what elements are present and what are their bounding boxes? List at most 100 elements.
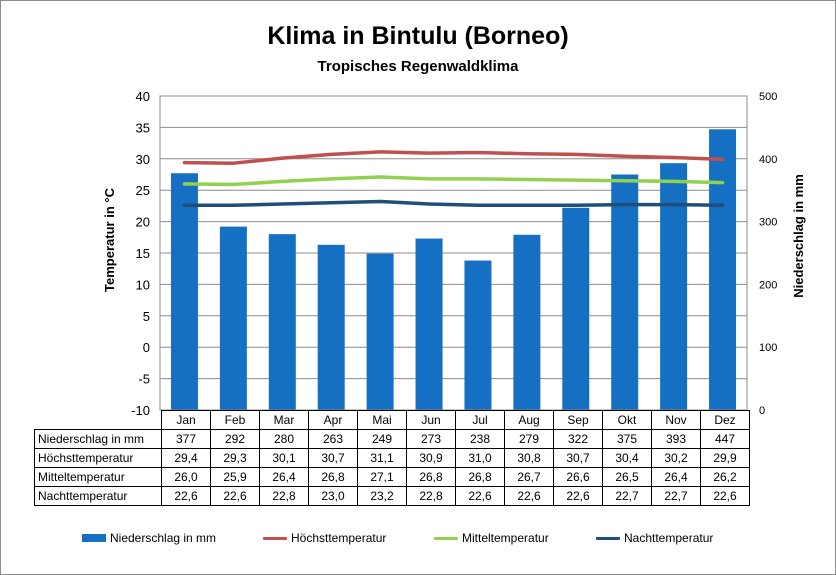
x-tick-label: Okt [602, 410, 652, 430]
row-label: Mitteltemperatur [34, 467, 162, 487]
y2-tick-label: 500 [759, 91, 777, 103]
data-label: 26,7 [504, 467, 554, 487]
data-label: 393 [651, 429, 701, 449]
data-label: 26,5 [602, 467, 652, 487]
precipitation-bar [170, 173, 198, 410]
row-label: Niederschlag in mm [34, 429, 162, 449]
data-label: 375 [602, 429, 652, 449]
legend-swatch [82, 534, 106, 542]
x-tick-label: Sep [553, 410, 603, 430]
table-row: Höchsttemperatur 29,4 29,3 30,1 30,7 31,1 30,9… [34, 448, 750, 468]
x-tick-label: Jan [161, 410, 211, 430]
x-tick-label: Aug [504, 410, 554, 430]
data-label: 26,6 [553, 467, 603, 487]
y-tick-label: -5 [138, 372, 150, 387]
x-tick-label: Dez [700, 410, 750, 430]
precipitation-bar [611, 174, 639, 410]
x-tick-label: Feb [210, 410, 260, 430]
data-label: 30,8 [504, 448, 554, 468]
x-tick-label: Jul [455, 410, 505, 430]
data-label: 22,7 [602, 486, 652, 506]
data-label: 31,1 [357, 448, 407, 468]
data-label: 238 [455, 429, 505, 449]
series-line-nachttemperatur [182, 199, 725, 208]
y-tick-label: 5 [143, 309, 150, 324]
data-label: 249 [357, 429, 407, 449]
data-label: 31,0 [455, 448, 505, 468]
y-tick-label: 40 [136, 89, 150, 104]
y-tick-label: 35 [136, 120, 150, 135]
data-label: 23,0 [308, 486, 358, 506]
data-label: 27,1 [357, 467, 407, 487]
data-label: 26,4 [651, 467, 701, 487]
legend-item: Mitteltemperatur [434, 531, 549, 545]
data-label: 30,7 [308, 448, 358, 468]
data-label: 263 [308, 429, 358, 449]
data-label: 26,0 [161, 467, 211, 487]
data-label: 22,6 [504, 486, 554, 506]
legend-item: Höchsttemperatur [263, 531, 386, 545]
data-label: 26,8 [406, 467, 456, 487]
data-label: 30,7 [553, 448, 603, 468]
precipitation-bar [366, 253, 394, 410]
data-label: 26,8 [455, 467, 505, 487]
table-row: Mitteltemperatur 26,0 25,9 26,4 26,8 27,1 26,8… [34, 467, 750, 487]
data-label: 22,6 [553, 486, 603, 506]
data-label: 22,6 [700, 486, 750, 506]
y-tick-label: 15 [136, 246, 150, 261]
y-tick-label: 0 [143, 340, 150, 355]
data-label: 29,9 [700, 448, 750, 468]
data-label: 322 [553, 429, 603, 449]
legend-item: Niederschlag in mm [82, 531, 216, 545]
series-line-mitteltemperatur [182, 175, 725, 187]
y2-tick-label: 0 [759, 405, 765, 417]
data-label: 23,2 [357, 486, 407, 506]
precipitation-bar [219, 226, 247, 410]
data-label: 29,3 [210, 448, 260, 468]
data-label: 22,6 [210, 486, 260, 506]
precipitation-bar [513, 234, 541, 410]
precipitation-bar [660, 163, 688, 410]
data-label: 30,4 [602, 448, 652, 468]
precipitation-bar [562, 207, 590, 410]
y2-axis-label: Niederschlag in mm [791, 174, 806, 298]
data-label: 30,9 [406, 448, 456, 468]
precipitation-bar [317, 244, 345, 410]
data-label: 25,9 [210, 467, 260, 487]
data-label: 279 [504, 429, 554, 449]
precipitation-bar [268, 234, 296, 410]
data-label: 26,2 [700, 467, 750, 487]
legend-label: Mitteltemperatur [462, 531, 549, 545]
y2-tick-label: 100 [759, 342, 777, 354]
data-label: 26,8 [308, 467, 358, 487]
y2-tick-label: 200 [759, 279, 777, 291]
data-label: 377 [161, 429, 211, 449]
row-label: Höchsttemperatur [34, 448, 162, 468]
data-label: 30,1 [259, 448, 309, 468]
data-table: Jan Feb Mar Apr Mai Jun Jul Aug Sep Okt Nov Dez Nie… [34, 410, 750, 506]
precipitation-bar [709, 129, 737, 410]
x-tick-label: Mar [259, 410, 309, 430]
x-tick-label: Nov [651, 410, 701, 430]
chart-subtitle: Tropisches Regenwaldklima [317, 58, 519, 75]
legend-swatch [263, 536, 287, 540]
y2-tick-label: 300 [759, 217, 777, 229]
legend-label: Höchsttemperatur [291, 531, 387, 545]
data-label: 22,6 [455, 486, 505, 506]
data-label: 292 [210, 429, 260, 449]
table-row: Nachttemperatur 22,6 22,6 22,8 23,0 23,2 22,8 2… [34, 486, 750, 506]
data-label: 22,8 [406, 486, 456, 506]
data-label: 22,6 [161, 486, 211, 506]
y-tick-label: 25 [136, 183, 150, 198]
precipitation-bar [464, 260, 492, 410]
legend-swatch [596, 536, 620, 540]
x-tick-label: Jun [406, 410, 456, 430]
y2-tick-label: 400 [759, 154, 777, 166]
x-tick-label: Mai [357, 410, 407, 430]
data-label: 26,4 [259, 467, 309, 487]
chart-title: Klima in Bintulu (Borneo) [267, 22, 569, 50]
data-label: 29,4 [161, 448, 211, 468]
legend-swatch [434, 536, 458, 540]
y-tick-label: 10 [136, 277, 150, 292]
